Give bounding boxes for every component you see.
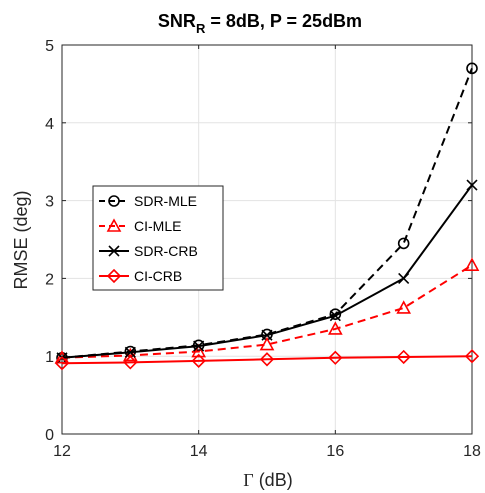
circle-marker [329, 308, 342, 320]
series-sdr-crb [56, 179, 478, 364]
diamond-marker [328, 350, 343, 365]
x-marker [466, 179, 478, 191]
legend-label: CI-MLE [134, 218, 181, 234]
x-tick-label: 18 [463, 443, 481, 460]
series-layer [54, 62, 480, 371]
y-tick-label: 1 [45, 349, 54, 366]
y-tick-label: 5 [45, 38, 54, 55]
x-marker [261, 329, 273, 341]
y-tick-label: 4 [45, 116, 54, 133]
diamond-marker [191, 353, 206, 368]
diamond-marker [259, 352, 275, 367]
triangle-marker [396, 300, 412, 314]
diamond-marker [396, 349, 411, 365]
legend-box [92, 185, 224, 291]
legend-label: SDR-MLE [134, 193, 197, 209]
x-tick-label: 16 [326, 443, 344, 460]
triangle-marker [106, 218, 122, 232]
x-marker [398, 272, 410, 284]
plot-frame [61, 44, 473, 435]
triangle-marker [464, 257, 480, 271]
y-tick-label: 2 [45, 271, 54, 288]
x-axis-label: Γ (dB) [243, 470, 292, 490]
x-marker [124, 346, 136, 358]
triangle-marker [259, 336, 275, 351]
triangle-marker [191, 343, 207, 358]
x-marker [108, 245, 120, 257]
series-ci-crb [54, 349, 480, 371]
circle-marker [466, 62, 478, 75]
y-tick-label: 0 [45, 427, 54, 444]
x-tick-label: 14 [190, 443, 208, 460]
y-tick-label: 3 [45, 194, 54, 211]
diamond-marker [464, 349, 480, 364]
chart-title: SNRR = 8dB, P = 25dBm [158, 11, 362, 36]
circle-marker [108, 195, 120, 207]
diamond-marker [54, 356, 70, 371]
diamond-marker [106, 268, 122, 284]
x-tick-label: 12 [53, 443, 71, 460]
circle-marker [397, 237, 410, 250]
x-marker [193, 340, 205, 352]
legend: SDR-MLE CI-MLE SDR-CRB CI-CRB [92, 185, 224, 291]
series-line [61, 355, 473, 365]
triangle-marker [327, 321, 343, 335]
x-marker [329, 310, 341, 322]
diamond-marker [123, 355, 138, 370]
legend-label: CI-CRB [134, 268, 182, 284]
legend-label: SDR-CRB [134, 243, 198, 259]
y-axis-label: RMSE (deg) [11, 190, 31, 289]
